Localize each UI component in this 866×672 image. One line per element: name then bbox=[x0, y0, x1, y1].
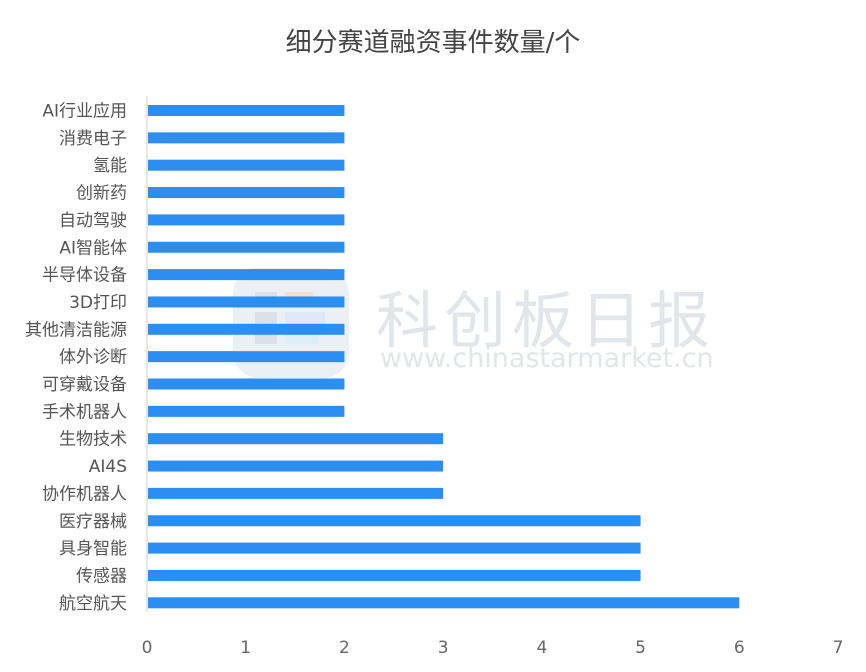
bar bbox=[148, 351, 345, 363]
bar bbox=[148, 159, 345, 171]
bar bbox=[148, 269, 345, 281]
watermark-text: 科创板日报 bbox=[376, 284, 717, 357]
bar bbox=[148, 323, 345, 335]
x-tick-label: 5 bbox=[635, 638, 646, 658]
bar bbox=[148, 405, 345, 417]
bar bbox=[148, 542, 641, 554]
bar bbox=[148, 597, 740, 609]
category-label: 消费电子 bbox=[59, 129, 127, 149]
x-tick-label: 1 bbox=[240, 638, 251, 658]
category-label: 医疗器械 bbox=[59, 512, 127, 532]
x-tick-label: 2 bbox=[339, 638, 350, 658]
bar bbox=[148, 515, 641, 527]
bar bbox=[148, 433, 444, 445]
category-label: AI4S bbox=[89, 457, 127, 477]
category-label: 传感器 bbox=[76, 566, 127, 586]
category-label: AI智能体 bbox=[59, 238, 127, 258]
x-tick-label: 3 bbox=[438, 638, 449, 658]
category-label: 可穿戴设备 bbox=[42, 375, 127, 395]
category-label: 生物技术 bbox=[59, 430, 127, 450]
bar bbox=[148, 241, 345, 253]
category-label: 具身智能 bbox=[59, 539, 127, 559]
bar bbox=[148, 460, 444, 472]
bar bbox=[148, 487, 444, 499]
bar bbox=[148, 187, 345, 199]
chart-title: 细分赛道融资事件数量/个 bbox=[285, 28, 581, 58]
bar bbox=[148, 569, 641, 581]
bar bbox=[148, 378, 345, 390]
bar bbox=[148, 132, 345, 144]
category-label: 3D打印 bbox=[69, 293, 127, 313]
bar bbox=[148, 105, 345, 116]
x-tick-label: 0 bbox=[142, 638, 153, 658]
category-label: 创新药 bbox=[76, 184, 127, 204]
category-label: 体外诊断 bbox=[59, 348, 127, 368]
category-label: 其他清洁能源 bbox=[25, 320, 127, 340]
category-label: 航空航天 bbox=[59, 594, 127, 614]
category-label: 半导体设备 bbox=[42, 266, 127, 286]
watermark-url: www.chinastarmarket.cn bbox=[380, 343, 714, 374]
category-label: AI行业应用 bbox=[42, 102, 127, 122]
bar bbox=[148, 214, 345, 226]
category-label: 手术机器人 bbox=[42, 402, 127, 422]
x-tick-label: 7 bbox=[833, 638, 844, 658]
x-tick-label: 6 bbox=[734, 638, 745, 658]
bar bbox=[148, 296, 345, 308]
category-label: 协作机器人 bbox=[42, 484, 127, 504]
x-tick-label: 4 bbox=[536, 638, 547, 658]
category-label: 自动驾驶 bbox=[59, 211, 127, 231]
category-label: 氢能 bbox=[93, 156, 127, 176]
